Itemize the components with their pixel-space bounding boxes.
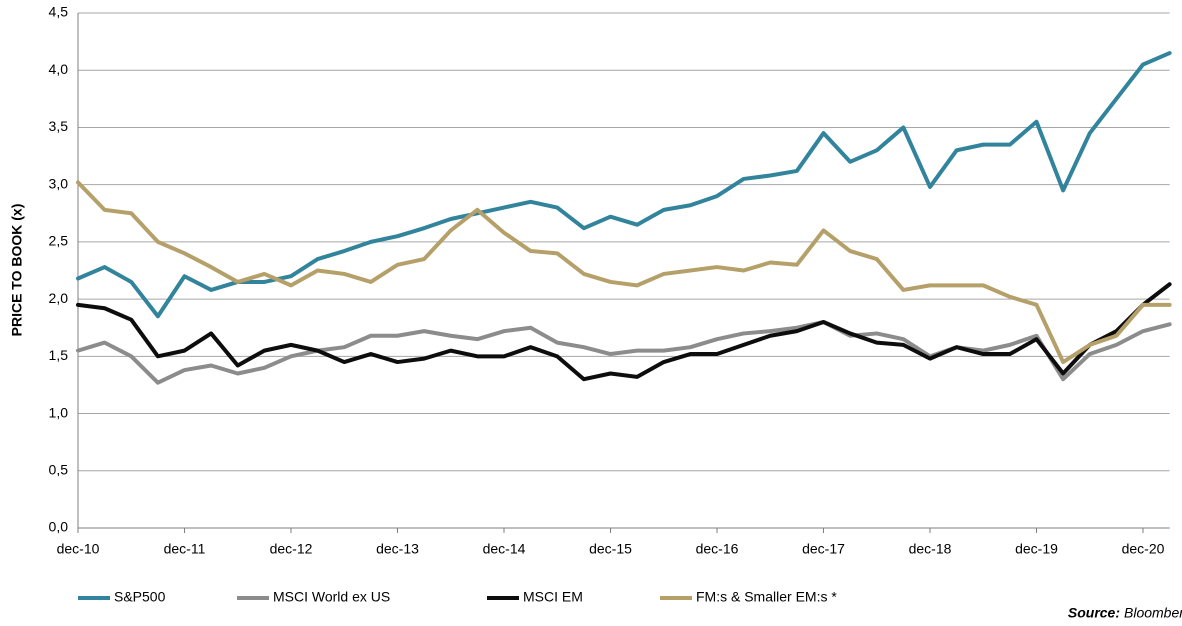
x-tick-label: dec-15: [589, 541, 632, 557]
source-label: Source:: [1068, 605, 1120, 621]
x-tick-label: dec-17: [802, 541, 845, 557]
y-tick-label: 4,0: [49, 61, 69, 77]
source: Bloomberg, Tundra Fonder: [1124, 605, 1182, 621]
y-tick-label: 1,0: [49, 404, 69, 420]
y-tick-label: 3,5: [49, 118, 69, 134]
series-line: [76, 320, 1172, 385]
y-tick-label: 4,5: [49, 4, 69, 20]
series-line: [76, 51, 1172, 319]
legend-label: S&P500: [114, 589, 166, 605]
x-tick-label: dec-13: [376, 541, 419, 557]
legend-label: MSCI EM: [523, 589, 583, 605]
x-tick-label: dec-19: [1015, 541, 1058, 557]
x-tick-label: dec-14: [483, 541, 526, 557]
x-tick-label: dec-10: [57, 541, 100, 557]
y-axis-label: PRICE TO BOOK (x): [9, 204, 25, 337]
y-tick-label: 2,5: [49, 233, 69, 249]
x-tick-label: dec-16: [696, 541, 739, 557]
y-tick-label: 0,5: [49, 461, 69, 477]
y-tick-label: 3,0: [49, 175, 69, 191]
series-line: [76, 282, 1172, 382]
y-tick-label: 0,0: [49, 519, 69, 535]
legend-label: FM:s & Smaller EM:s *: [696, 589, 837, 605]
x-tick-label: dec-18: [909, 541, 952, 557]
y-tick-label: 2,0: [49, 290, 69, 306]
x-tick-label: dec-12: [270, 541, 313, 557]
x-tick-label: dec-20: [1122, 541, 1165, 557]
y-tick-label: 1,5: [49, 347, 69, 363]
series-line: [76, 180, 1172, 365]
legend-label: MSCI World ex US: [273, 589, 390, 605]
x-tick-label: dec-11: [164, 541, 206, 557]
